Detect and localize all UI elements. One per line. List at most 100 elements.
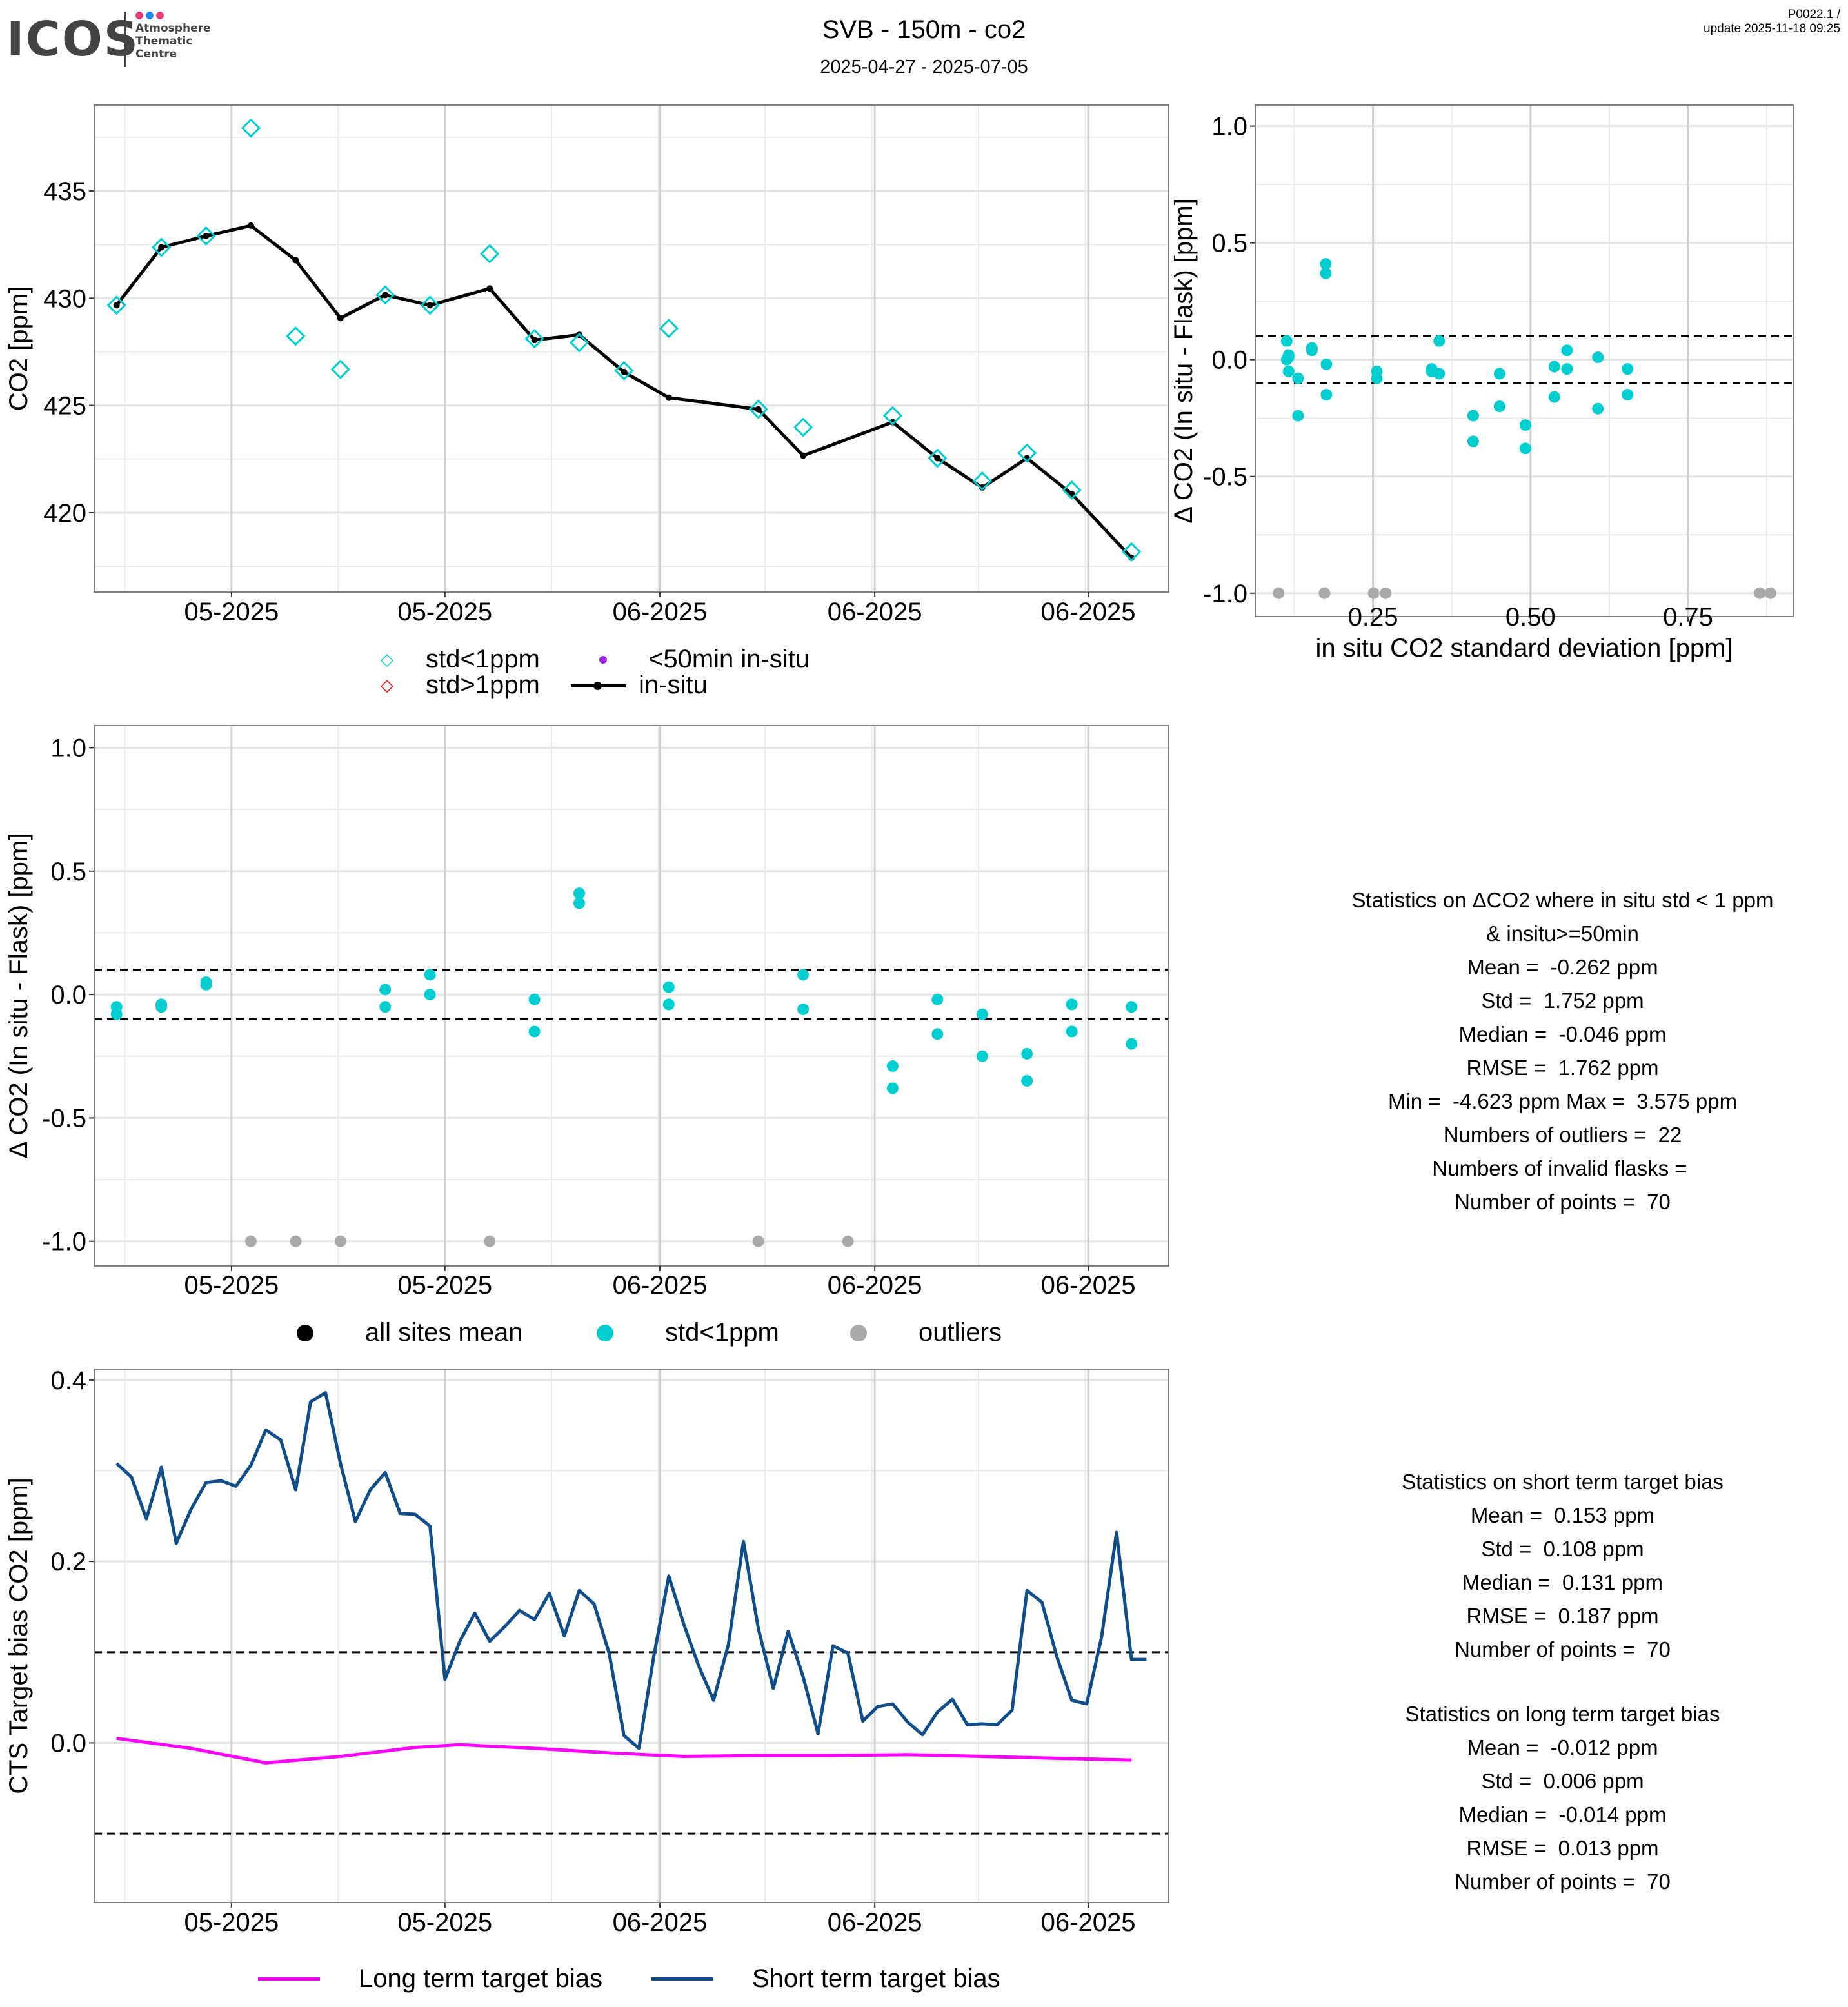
flask-diamond bbox=[793, 417, 813, 437]
logo-subtitle-line: Atmosphere bbox=[135, 22, 211, 35]
stats-line: Numbers of outliers = 22 bbox=[1443, 1123, 1682, 1147]
std-lt-1ppm-point bbox=[931, 993, 944, 1005]
stats-line: Std = 0.108 ppm bbox=[1481, 1537, 1644, 1561]
y-tick-label: 0.5 bbox=[50, 858, 86, 886]
x-tick-label: 06-2025 bbox=[1041, 1271, 1136, 1300]
legend-item-all-sites-mean: all sites mean bbox=[297, 1318, 523, 1347]
y-axis-label: CO2 [ppm] bbox=[5, 286, 33, 411]
flask-diamond bbox=[614, 361, 634, 381]
cts-target-bias-chart: 0.0 0.2 0.4 05-2025 05-2025 06-2025 06-2025 06-… bbox=[5, 1367, 1169, 1937]
in-situ-point bbox=[158, 244, 165, 251]
std-lt-1ppm-point bbox=[1320, 358, 1333, 370]
in-situ-point bbox=[292, 257, 299, 264]
std-lt-1ppm-point bbox=[573, 897, 586, 909]
std-lt-1ppm-point bbox=[976, 1008, 988, 1020]
stats-line: Mean = -0.262 ppm bbox=[1467, 955, 1658, 979]
outlier-point bbox=[334, 1235, 346, 1247]
std-lt-1ppm-point bbox=[1622, 363, 1634, 375]
plot-frame bbox=[1255, 104, 1794, 617]
std-lt-1ppm-point bbox=[424, 969, 436, 981]
stats-line: Min = -4.623 ppm Max = 3.575 ppm bbox=[1387, 1089, 1738, 1113]
version-info: P0022.1 / update 2025-11-18 09:25 bbox=[1704, 8, 1840, 36]
legend-label: outliers bbox=[919, 1318, 1002, 1347]
legend-item-std-gt-1ppm: ◇ std>1ppm bbox=[381, 671, 540, 700]
legend-label: Long term target bias bbox=[359, 1964, 602, 1993]
std-lt-1ppm-point bbox=[379, 984, 392, 996]
flask-diamond bbox=[330, 359, 350, 379]
x-axis-label: in situ CO2 standard deviation [ppm] bbox=[1315, 634, 1733, 662]
x-tick-label: 05-2025 bbox=[397, 1908, 492, 1937]
std-lt-1ppm-point bbox=[1320, 258, 1332, 270]
flask-diamond bbox=[1062, 480, 1082, 500]
legend-item-std-lt-1ppm: std<1ppm bbox=[597, 1318, 779, 1347]
flask-diamond bbox=[480, 244, 500, 264]
y-tick-label: 0.0 bbox=[50, 981, 86, 1009]
y-tick-label: 1.0 bbox=[50, 734, 86, 762]
date-range: 2025-04-27 - 2025-07-05 bbox=[820, 57, 1028, 77]
std-lt-1ppm-point bbox=[886, 1060, 899, 1073]
legend-label: all sites mean bbox=[365, 1318, 523, 1347]
std-lt-1ppm-point bbox=[155, 1001, 168, 1013]
version-label: P0022.1 / bbox=[1787, 8, 1840, 21]
plot-panel bbox=[1255, 105, 1793, 617]
plot-panel bbox=[94, 1369, 1169, 1903]
legend-item-lt-50min: <50min in-situ bbox=[597, 645, 810, 674]
flask-diamond bbox=[748, 399, 768, 419]
legend-label: std>1ppm bbox=[426, 671, 540, 699]
plot-frame bbox=[94, 104, 1169, 593]
outlier-point bbox=[842, 1235, 854, 1247]
x-tick-label: 06-2025 bbox=[828, 1908, 922, 1937]
std-lt-1ppm-point bbox=[1561, 344, 1573, 357]
x-tick-label: 06-2025 bbox=[828, 598, 922, 626]
std-lt-1ppm-point bbox=[528, 993, 541, 1005]
std-lt-1ppm-point bbox=[1066, 998, 1078, 1011]
flask-diamond bbox=[524, 329, 544, 349]
logo-wordmark: ICOS bbox=[6, 12, 140, 67]
std-lt-1ppm-point bbox=[110, 1008, 123, 1020]
std-lt-1ppm-point bbox=[1021, 1047, 1033, 1060]
line-navy-icon bbox=[651, 1977, 713, 1981]
std-lt-1ppm-point bbox=[1126, 1038, 1138, 1050]
stats-line: Median = -0.046 ppm bbox=[1458, 1022, 1667, 1046]
std-lt-1ppm-point bbox=[1292, 372, 1304, 384]
std-lt-1ppm-point bbox=[931, 1028, 944, 1040]
outlier-point bbox=[1764, 587, 1776, 599]
flask-diamond bbox=[286, 326, 306, 346]
legend-item-long-term-bias: Long term target bias bbox=[258, 1964, 602, 1993]
stats-line: RMSE = 1.762 ppm bbox=[1466, 1056, 1659, 1080]
outlier-point bbox=[1367, 587, 1380, 599]
stats-line: RMSE = 0.013 ppm bbox=[1466, 1836, 1659, 1860]
flask-diamond bbox=[972, 471, 992, 491]
stats-heading: Statistics on ΔCO2 where in situ std < 1… bbox=[1351, 888, 1774, 912]
y-axis-label: Δ CO2 (In situ - Flask) [ppm] bbox=[5, 833, 33, 1159]
legend-label: std<1ppm bbox=[665, 1318, 779, 1347]
outlier-point bbox=[1380, 587, 1392, 599]
logo-subtitle-line: Thematic bbox=[135, 35, 193, 48]
plot-panel bbox=[94, 726, 1169, 1266]
legend-item-std-lt-1ppm: ◇ std<1ppm bbox=[381, 645, 540, 674]
in-situ-point bbox=[247, 222, 254, 229]
x-tick-label: 06-2025 bbox=[613, 1271, 708, 1300]
std-lt-1ppm-point bbox=[1592, 402, 1604, 415]
flask-diamond bbox=[928, 448, 948, 468]
outlier-point bbox=[244, 1235, 257, 1247]
std-lt-1ppm-point bbox=[662, 981, 675, 993]
flask-diamond bbox=[569, 333, 590, 353]
x-tick-label: 06-2025 bbox=[828, 1271, 922, 1300]
stats-line: Mean = -0.012 ppm bbox=[1467, 1735, 1658, 1759]
stats-line: Median = -0.014 ppm bbox=[1458, 1803, 1667, 1826]
x-tick-label: 05-2025 bbox=[184, 1271, 279, 1300]
flask-diamond bbox=[106, 295, 126, 315]
y-tick-label: 425 bbox=[43, 392, 86, 420]
stats-line: Std = 1.752 ppm bbox=[1481, 989, 1644, 1013]
flask-diamond bbox=[1017, 443, 1037, 463]
stats-line: RMSE = 0.187 ppm bbox=[1466, 1604, 1659, 1628]
delta-co2-statistics: Statistics on ΔCO2 where in situ std < 1… bbox=[1277, 884, 1848, 1219]
std-lt-1ppm-point bbox=[1519, 442, 1531, 455]
std-lt-1ppm-point bbox=[1493, 368, 1505, 380]
line-magenta-icon bbox=[258, 1977, 320, 1981]
stats-line: Number of points = 70 bbox=[1455, 1870, 1671, 1893]
std-lt-1ppm-point bbox=[1066, 1025, 1078, 1038]
in-situ-point bbox=[113, 302, 120, 309]
x-tick-label: 06-2025 bbox=[1041, 1908, 1136, 1937]
